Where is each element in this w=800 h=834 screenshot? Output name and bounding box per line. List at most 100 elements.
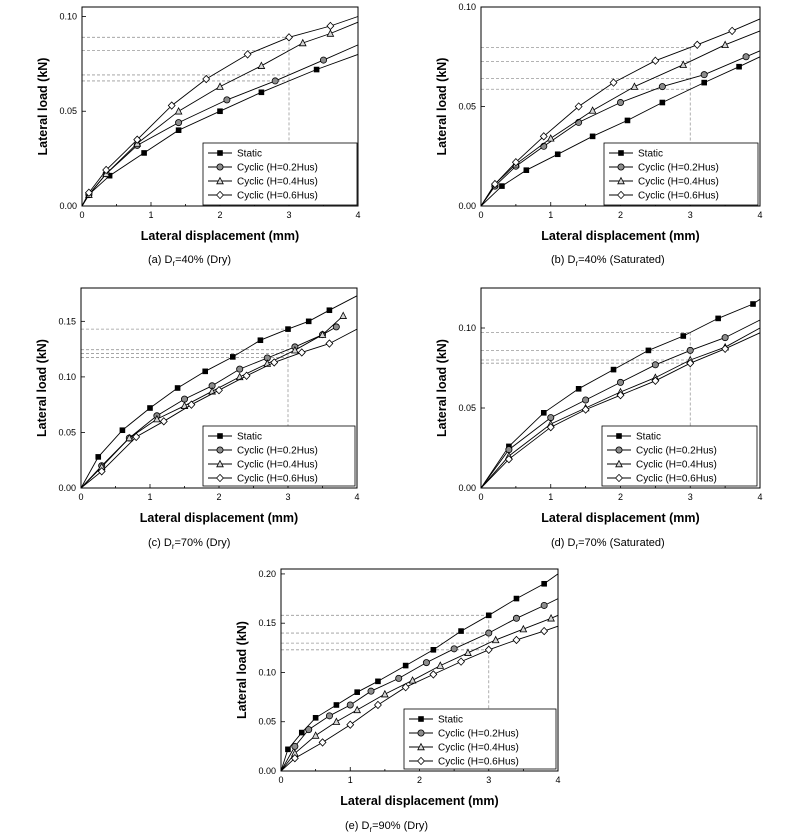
marker-diamond: [243, 50, 252, 59]
marker-diamond: [216, 190, 224, 200]
x-tick-label: 4: [355, 210, 360, 220]
marker-triangle: [235, 372, 244, 381]
x-axis-label: Lateral displacement (mm): [140, 511, 298, 525]
series-diamond: [280, 625, 559, 772]
marker-diamond: [693, 40, 702, 49]
marker-square: [312, 714, 319, 721]
marker-square: [305, 318, 312, 325]
chart-panel-a: 0 1 2 3 4 0.00 0.05 0.10 Lateral displacement (m…: [36, 6, 361, 268]
marker-diamond: [574, 102, 583, 111]
marker-circle: [742, 53, 750, 61]
marker-diamond: [429, 670, 438, 679]
legend-entry-label: Cyclic (H=0.6Hus): [438, 757, 519, 768]
y-tick-label: 0.05: [458, 102, 476, 112]
y-tick-label: 0.05: [58, 427, 76, 437]
legend: Static Cyclic (H=0.2Hus) Cyclic (H=0.4Hus)…: [603, 142, 759, 206]
y-tick-label: 0.00: [258, 766, 276, 776]
x-tick-label: 1: [548, 492, 553, 502]
marker-circle: [422, 659, 430, 667]
marker-circle: [216, 446, 224, 454]
y-tick-label: 0.10: [458, 323, 476, 333]
series-line: [480, 56, 761, 207]
legend-entry-label: Cyclic (H=0.2Hus): [638, 163, 719, 174]
marker-diamond: [457, 657, 466, 666]
marker-diamond: [581, 405, 590, 414]
y-tick-label: 0.10: [458, 2, 476, 12]
marker-triangle: [298, 38, 307, 47]
marker-triangle: [721, 40, 729, 49]
marker-triangle: [339, 311, 348, 319]
marker-triangle: [332, 717, 341, 725]
panel-caption: (c) Dr=70% (Dry): [148, 537, 230, 551]
x-tick-label: 0: [478, 492, 483, 502]
marker-square: [174, 385, 181, 391]
x-tick-label: 0: [478, 210, 483, 220]
legend: Static Cyclic (H=0.2Hus) Cyclic (H=0.4Hus)…: [202, 425, 356, 487]
marker-diamond: [216, 473, 224, 483]
legend-entry-label: Cyclic (H=0.4Hus): [636, 460, 717, 471]
marker-circle: [485, 629, 493, 637]
x-tick-label: 2: [216, 492, 221, 502]
legend-entry-label: Static: [237, 149, 262, 160]
marker-square: [217, 433, 223, 439]
series-line: [480, 50, 761, 207]
series-diamond: [480, 332, 761, 489]
y-tick-label: 0.15: [258, 618, 276, 628]
marker-diamond: [215, 386, 223, 395]
y-axis-label: Lateral load (kN): [235, 621, 249, 719]
panel-caption: (a) Dr=40% (Dry): [148, 254, 231, 268]
marker-triangle: [408, 676, 417, 684]
y-tick-label: 0.10: [58, 372, 76, 382]
marker-circle: [658, 83, 666, 91]
marker-square: [106, 172, 113, 179]
marker-square: [575, 386, 582, 392]
marker-diamond: [417, 756, 425, 766]
marker-square: [257, 337, 264, 344]
chart-panel-c: 0 1 2 3 4 0.00 0.05 0.10 0.15 Lateral displacemen…: [35, 287, 360, 551]
marker-circle: [651, 361, 659, 369]
y-tick-label: 0.05: [258, 717, 276, 727]
marker-circle: [721, 334, 729, 342]
series-line: [480, 18, 761, 207]
panel-caption: (b) Dr=40% (Saturated): [551, 254, 665, 268]
series-line: [80, 295, 358, 489]
marker-triangle: [615, 459, 623, 468]
x-tick-label: 4: [757, 492, 762, 502]
legend-entry-label: Cyclic (H=0.4Hus): [638, 177, 719, 188]
marker-triangle: [311, 731, 320, 739]
y-tick-label: 0.10: [59, 11, 77, 21]
series-line: [81, 21, 359, 207]
marker-circle: [700, 71, 708, 79]
y-axis-label: Lateral load (kN): [435, 58, 449, 156]
y-tick-label: 0.00: [59, 201, 77, 211]
marker-circle: [512, 614, 520, 622]
marker-square: [418, 716, 424, 722]
marker-circle: [271, 77, 279, 85]
x-tick-label: 1: [147, 492, 152, 502]
marker-square: [298, 729, 305, 736]
x-tick-label: 4: [354, 492, 359, 502]
legend-entry-label: Cyclic (H=0.6Hus): [237, 474, 318, 485]
marker-diamond: [511, 158, 520, 167]
legend-entry-label: Cyclic (H=0.6Hus): [636, 474, 717, 485]
marker-diamond: [504, 455, 513, 464]
x-tick-label: 3: [285, 492, 290, 502]
reference-lines: [281, 614, 490, 771]
x-tick-label: 2: [618, 210, 623, 220]
x-tick-label: 0: [278, 775, 283, 785]
marker-square: [313, 66, 320, 73]
marker-circle: [180, 395, 188, 403]
x-tick-label: 2: [417, 775, 422, 785]
marker-circle: [325, 712, 333, 720]
marker-circle: [617, 163, 625, 171]
y-tick-label: 0.00: [58, 483, 76, 493]
marker-square: [541, 580, 547, 587]
marker-diamond: [318, 738, 327, 747]
marker-circle: [615, 446, 623, 454]
marker-square: [202, 368, 208, 375]
marker-diamond: [242, 371, 251, 380]
x-tick-label: 3: [688, 492, 693, 502]
legend-entry-label: Cyclic (H=0.2Hus): [237, 446, 318, 457]
x-tick-label: 0: [78, 492, 83, 502]
